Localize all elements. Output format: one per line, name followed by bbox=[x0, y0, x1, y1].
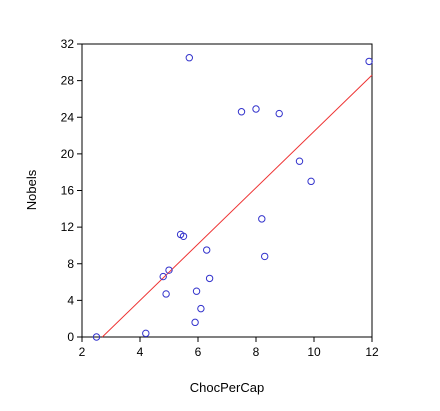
x-tick-label: 10 bbox=[307, 345, 321, 359]
x-tick-label: 12 bbox=[365, 345, 379, 359]
y-tick-label: 32 bbox=[61, 37, 75, 51]
y-tick-label: 24 bbox=[61, 110, 75, 124]
x-tick-label: 8 bbox=[253, 345, 260, 359]
y-tick-label: 16 bbox=[61, 184, 75, 198]
data-point bbox=[275, 109, 283, 118]
y-tick-label: 20 bbox=[61, 147, 75, 161]
x-tick-label: 4 bbox=[137, 345, 144, 359]
data-point bbox=[92, 333, 101, 341]
y-tick-label: 8 bbox=[67, 257, 74, 271]
data-point bbox=[179, 232, 188, 240]
regression-line bbox=[101, 74, 373, 338]
y-axis: 0 4 8 12 16 20 24 28 32 bbox=[61, 37, 82, 344]
data-point bbox=[197, 304, 205, 313]
data-point bbox=[252, 105, 260, 113]
data-point bbox=[307, 177, 315, 186]
data-point bbox=[237, 108, 246, 116]
data-point bbox=[258, 215, 266, 223]
plot-area bbox=[81, 43, 373, 338]
x-axis-title: ChocPerCap bbox=[190, 380, 264, 395]
x-axis: 2 4 6 8 10 12 bbox=[79, 337, 379, 359]
data-points bbox=[92, 54, 373, 341]
data-point bbox=[159, 272, 167, 281]
data-point bbox=[261, 252, 269, 261]
data-point bbox=[365, 57, 373, 66]
x-tick-label: 2 bbox=[79, 345, 86, 359]
data-point bbox=[203, 246, 211, 254]
y-axis-title: Nobels bbox=[24, 169, 39, 210]
y-tick-label: 12 bbox=[61, 220, 75, 234]
data-point bbox=[192, 287, 201, 295]
data-point bbox=[165, 266, 173, 274]
data-point bbox=[191, 318, 199, 327]
x-tick-label: 6 bbox=[195, 345, 202, 359]
data-point bbox=[205, 274, 214, 283]
data-point bbox=[185, 54, 194, 62]
y-tick-label: 0 bbox=[67, 330, 74, 344]
y-tick-label: 4 bbox=[67, 293, 74, 307]
data-point bbox=[162, 290, 170, 298]
data-point bbox=[142, 329, 150, 338]
y-tick-label: 28 bbox=[61, 74, 75, 88]
data-point bbox=[295, 157, 304, 165]
